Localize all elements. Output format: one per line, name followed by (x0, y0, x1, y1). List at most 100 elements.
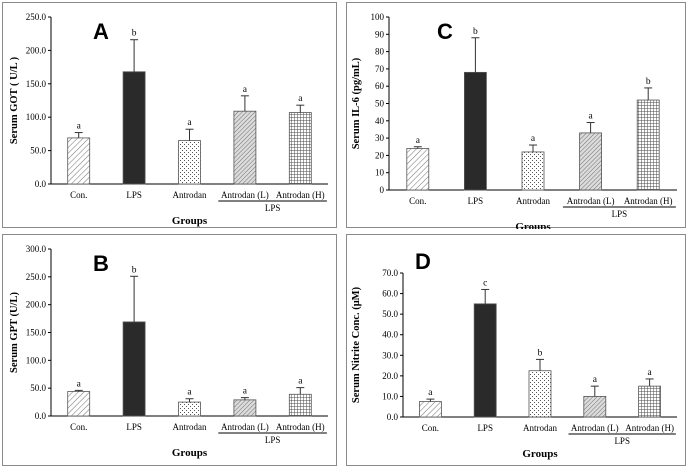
y-tick-label: 90 (375, 29, 385, 39)
y-tick-label: 50 (375, 99, 385, 109)
category-label: Antrodan (173, 190, 207, 200)
significance-label: a (187, 118, 192, 128)
bar (636, 99, 660, 191)
y-tick-label: 0.0 (35, 411, 47, 421)
bar (122, 71, 146, 185)
significance-label: a (647, 368, 652, 378)
panel-a: A 0.0 50.0 100.0 150.0 200.0 250.0 Serum GOT ( … (2, 2, 337, 228)
significance-label: b (538, 348, 543, 358)
y-axis-label: Serum IL-6 (pg/mL) (351, 57, 362, 149)
category-label: Antrodan (H) (625, 423, 674, 433)
category-label: Antrodan (L) (567, 196, 615, 206)
significance-label: a (588, 112, 593, 122)
panel-d: D 0.0 10.0 20.0 30.0 40.0 50.0 60.0 70.0 Serum Ni… (346, 234, 686, 466)
x-axis-label: Groups (515, 221, 551, 229)
y-tick-label: 0.0 (35, 179, 47, 189)
category-label: Antrodan (L) (221, 422, 269, 432)
chart-d: D 0.0 10.0 20.0 30.0 40.0 50.0 60.0 70.0 Serum Ni… (351, 249, 677, 460)
group-label: LPS (614, 436, 630, 446)
bar (288, 112, 312, 185)
y-tick-label: 50.0 (382, 309, 398, 319)
bar (178, 401, 201, 417)
y-tick-label: 100 (371, 12, 385, 22)
category-label: Antrodan (H) (624, 196, 673, 206)
category-label: Antrodan (H) (276, 422, 325, 432)
bar (528, 370, 552, 418)
panel-letter: C (437, 19, 453, 44)
y-tick-label: 30.0 (382, 350, 398, 360)
significance-label: a (298, 94, 303, 104)
significance-label: a (298, 377, 303, 387)
chart-a: A 0.0 50.0 100.0 150.0 200.0 250.0 Serum GOT ( … (9, 12, 328, 227)
group-label: LPS (265, 203, 281, 213)
y-tick-label: 10.0 (382, 391, 398, 401)
y-tick-label: 200.0 (26, 45, 47, 55)
bar (67, 391, 91, 417)
y-tick-label: 150.0 (26, 79, 47, 89)
significance-label: b (473, 27, 478, 37)
category-label: LPS (468, 196, 484, 206)
category-label: Con. (70, 422, 87, 432)
bar (233, 110, 257, 185)
group-label: LPS (265, 435, 281, 445)
category-label: LPS (126, 422, 142, 432)
significance-label: a (77, 379, 82, 389)
y-tick-label: 300.0 (26, 244, 47, 254)
significance-label: a (416, 136, 421, 146)
category-label: Antrodan (L) (221, 190, 269, 200)
significance-label: a (187, 388, 192, 398)
significance-label: a (243, 387, 248, 397)
bar (233, 399, 257, 417)
y-tick-label: 100.0 (26, 112, 47, 122)
bar (122, 321, 146, 417)
y-tick-label: 200.0 (26, 300, 47, 310)
panel-letter: B (93, 251, 109, 276)
y-tick-label: 40 (375, 116, 385, 126)
y-tick-label: 70.0 (382, 268, 398, 278)
y-tick-label: 70 (375, 64, 385, 74)
significance-label: a (531, 134, 536, 144)
y-tick-label: 80 (375, 47, 385, 57)
category-label: LPS (477, 423, 493, 433)
significance-label: b (132, 29, 137, 39)
bar (473, 303, 497, 418)
significance-label: a (243, 85, 248, 95)
bar (419, 401, 442, 418)
bar (464, 71, 487, 191)
y-axis-label: Serum Nitrite Conc. (μM) (351, 286, 362, 403)
bar (579, 132, 603, 191)
x-axis-label: Groups (172, 447, 208, 459)
bar (178, 140, 201, 185)
significance-label: b (646, 77, 651, 87)
y-tick-label: 150.0 (26, 328, 47, 338)
y-tick-label: 60.0 (382, 289, 398, 299)
y-tick-label: 50.0 (30, 146, 46, 156)
chart-b: B 0.0 50.0 100.0 150.0 200.0 250.0 300.0 Serum G… (9, 244, 328, 459)
significance-label: c (483, 278, 487, 288)
y-tick-label: 20.0 (382, 371, 398, 381)
panel-b: B 0.0 50.0 100.0 150.0 200.0 250.0 300.0 Serum G… (2, 234, 337, 466)
bar (583, 396, 607, 418)
bar (406, 148, 430, 191)
category-label: Antrodan (523, 423, 557, 433)
y-axis-label: Serum GOT ( U/L ) (9, 56, 20, 144)
x-axis-label: Groups (172, 215, 208, 227)
significance-label: a (77, 122, 82, 132)
y-tick-label: 50.0 (30, 383, 46, 393)
bar (521, 151, 545, 191)
category-label: Antrodan (L) (571, 423, 619, 433)
category-label: Con. (409, 196, 426, 206)
y-tick-label: 0 (380, 185, 385, 195)
y-tick-label: 100.0 (26, 355, 47, 365)
bar (638, 385, 662, 418)
y-tick-label: 30 (375, 133, 385, 143)
panel-letter: D (415, 249, 431, 274)
panel-c: C 0 10 20 30 40 50 60 70 80 90 100 Serum IL-6 (pg/mL… (346, 2, 686, 229)
y-tick-label: 20 (375, 150, 385, 160)
category-label: Con. (422, 423, 439, 433)
y-tick-label: 0.0 (387, 412, 399, 422)
significance-label: a (428, 388, 433, 398)
y-axis-label: Serum GPT (U/L) (9, 292, 20, 373)
y-tick-label: 10 (375, 168, 385, 178)
x-axis-label: Groups (522, 448, 558, 460)
